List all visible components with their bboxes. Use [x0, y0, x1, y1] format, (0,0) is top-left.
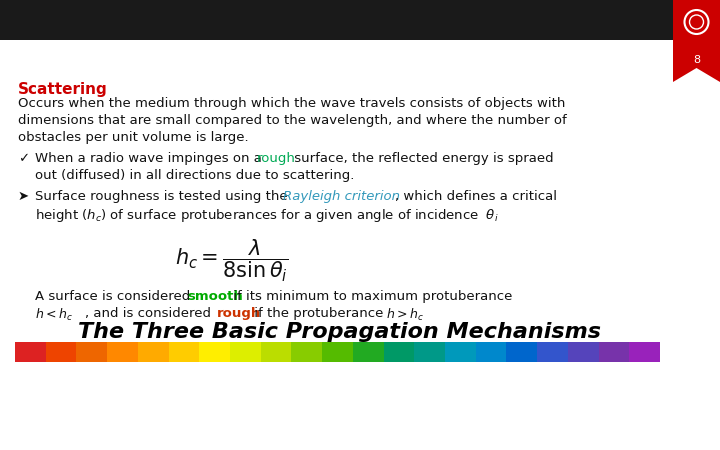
Text: if its minimum to maximum protuberance: if its minimum to maximum protuberance: [229, 290, 513, 303]
FancyBboxPatch shape: [322, 342, 353, 362]
Text: , and is considered: , and is considered: [85, 307, 215, 320]
FancyBboxPatch shape: [0, 0, 720, 40]
Text: rough: rough: [217, 307, 261, 320]
FancyBboxPatch shape: [107, 342, 138, 362]
FancyBboxPatch shape: [261, 342, 292, 362]
FancyBboxPatch shape: [168, 342, 199, 362]
FancyBboxPatch shape: [476, 342, 506, 362]
Text: smooth: smooth: [187, 290, 243, 303]
FancyBboxPatch shape: [445, 342, 476, 362]
FancyBboxPatch shape: [15, 342, 45, 362]
Text: ✓: ✓: [18, 152, 29, 165]
Text: Rayleigh criterion: Rayleigh criterion: [283, 190, 400, 203]
Text: if the protuberance: if the protuberance: [250, 307, 387, 320]
FancyBboxPatch shape: [568, 342, 598, 362]
FancyBboxPatch shape: [673, 0, 720, 82]
Text: obstacles per unit volume is large.: obstacles per unit volume is large.: [18, 131, 248, 144]
FancyBboxPatch shape: [45, 342, 76, 362]
Text: height ($h_c$) of surface protuberances for a given angle of incidence  $\theta_: height ($h_c$) of surface protuberances …: [35, 207, 498, 224]
FancyBboxPatch shape: [629, 342, 660, 362]
Text: out (diffused) in all directions due to scattering.: out (diffused) in all directions due to …: [35, 169, 354, 182]
FancyBboxPatch shape: [76, 342, 107, 362]
Text: When a radio wave impinges on a: When a radio wave impinges on a: [35, 152, 266, 165]
Text: $h < h_c$: $h < h_c$: [35, 307, 73, 323]
FancyBboxPatch shape: [230, 342, 261, 362]
Text: surface, the reflected energy is spraed: surface, the reflected energy is spraed: [290, 152, 554, 165]
FancyBboxPatch shape: [598, 342, 629, 362]
FancyBboxPatch shape: [384, 342, 414, 362]
Text: The Three Basic Propagation Mechanisms: The Three Basic Propagation Mechanisms: [78, 322, 601, 342]
Text: 8: 8: [693, 55, 700, 65]
FancyBboxPatch shape: [506, 342, 537, 362]
Text: $h > h_c$: $h > h_c$: [386, 307, 424, 323]
Text: Scattering: Scattering: [18, 82, 108, 97]
FancyBboxPatch shape: [537, 342, 568, 362]
FancyBboxPatch shape: [292, 342, 322, 362]
FancyBboxPatch shape: [353, 342, 384, 362]
FancyBboxPatch shape: [414, 342, 445, 362]
FancyBboxPatch shape: [138, 342, 168, 362]
FancyBboxPatch shape: [199, 342, 230, 362]
Text: dimensions that are small compared to the wavelength, and where the number of: dimensions that are small compared to th…: [18, 114, 567, 127]
Text: , which defines a critical: , which defines a critical: [395, 190, 557, 203]
Text: A surface is considered: A surface is considered: [35, 290, 194, 303]
Text: ➤: ➤: [18, 190, 29, 203]
Text: $h_c = \dfrac{\lambda}{8\sin\theta_i}$: $h_c = \dfrac{\lambda}{8\sin\theta_i}$: [175, 238, 289, 284]
Text: Occurs when the medium through which the wave travels consists of objects with: Occurs when the medium through which the…: [18, 97, 565, 110]
Text: rough: rough: [257, 152, 296, 165]
Polygon shape: [673, 68, 720, 82]
Text: Surface roughness is tested using the: Surface roughness is tested using the: [35, 190, 292, 203]
